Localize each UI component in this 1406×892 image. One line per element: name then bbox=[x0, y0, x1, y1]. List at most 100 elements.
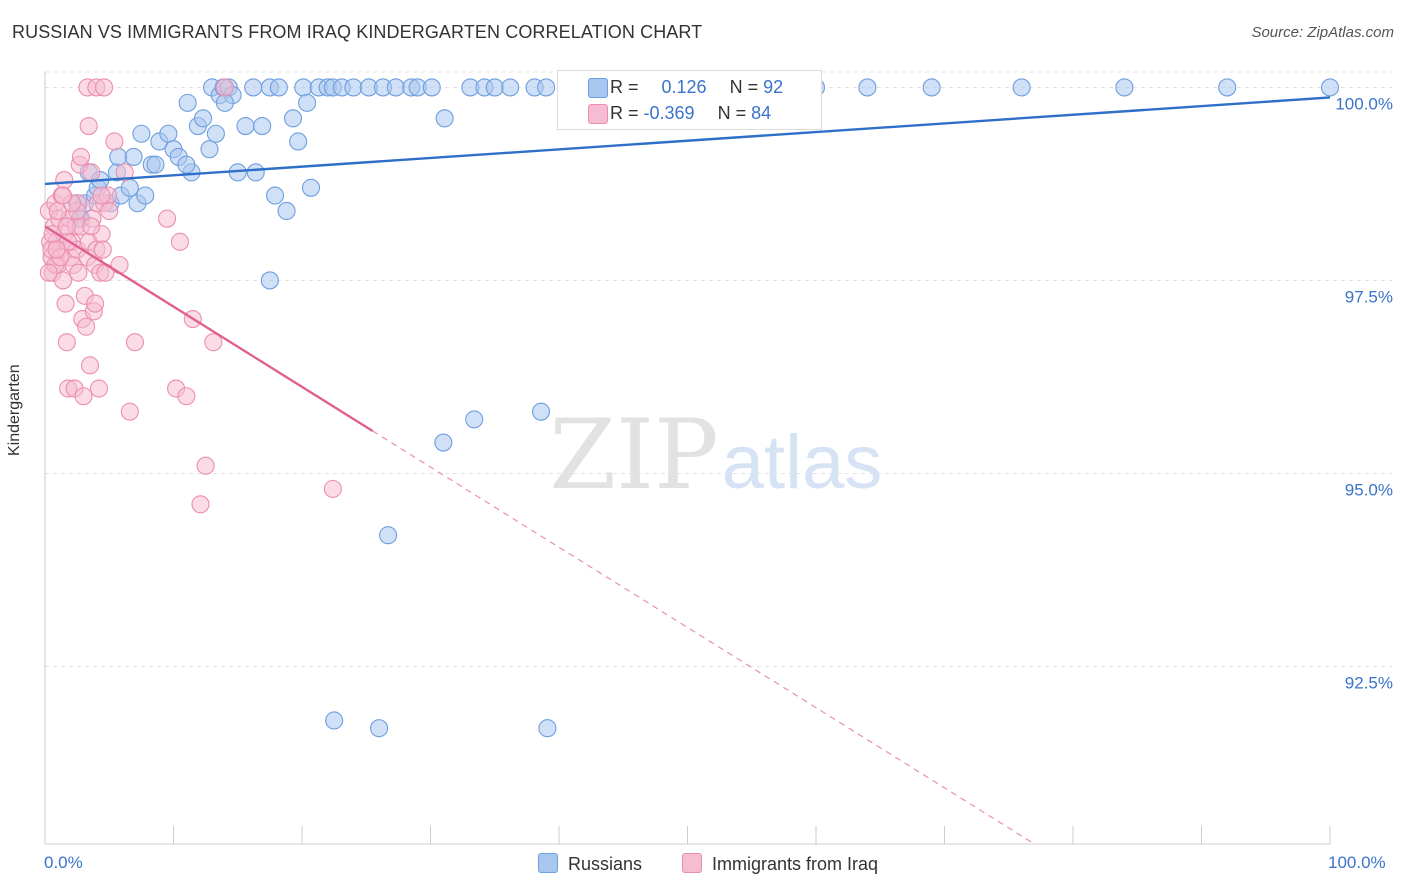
legend-swatch-blue bbox=[588, 78, 608, 98]
russians-point bbox=[120, 178, 139, 197]
trend-lines bbox=[44, 96, 1331, 845]
russians-point bbox=[422, 78, 441, 97]
chart-source: Source: ZipAtlas.com bbox=[1251, 24, 1394, 41]
legend-swatch-pink bbox=[588, 104, 608, 124]
iraq-point bbox=[82, 163, 101, 182]
iraq-point bbox=[323, 479, 342, 498]
russians-point bbox=[200, 140, 219, 159]
iraq-point bbox=[57, 333, 76, 352]
gridlines bbox=[45, 71, 1392, 667]
iraq-point bbox=[71, 147, 91, 166]
y-axis-label: Kindergarten bbox=[6, 364, 23, 456]
iraq-point bbox=[125, 333, 144, 352]
russians-point bbox=[344, 78, 363, 97]
russians-point bbox=[260, 271, 279, 290]
russians-point bbox=[370, 719, 389, 738]
russians-point bbox=[301, 178, 321, 197]
russians-point bbox=[136, 186, 155, 205]
russians-point bbox=[159, 124, 178, 143]
russians-point bbox=[1218, 78, 1237, 97]
iraq-point bbox=[215, 78, 234, 97]
legend-n-value: 84 bbox=[751, 103, 772, 123]
russians-point bbox=[246, 163, 265, 182]
iraq-point bbox=[105, 132, 124, 151]
legend-r-value: 0.126 bbox=[661, 77, 707, 97]
iraq-point bbox=[95, 78, 114, 97]
x-tick-label-min: 0.0% bbox=[44, 853, 83, 872]
iraq-point bbox=[93, 240, 112, 259]
russians-point bbox=[434, 433, 453, 452]
russians-point bbox=[294, 78, 313, 97]
russians-point bbox=[178, 93, 197, 112]
russians-point bbox=[1012, 78, 1031, 97]
legend-n-label: N = bbox=[717, 103, 752, 123]
iraq-point bbox=[56, 294, 75, 313]
iraq-point bbox=[191, 495, 210, 514]
iraq-point bbox=[74, 387, 93, 406]
watermark-zip: ZIP bbox=[549, 399, 718, 511]
russians-point bbox=[194, 109, 213, 128]
legend-swatch-russians bbox=[538, 853, 558, 873]
iraq-point bbox=[69, 263, 88, 282]
iraq-point bbox=[100, 201, 119, 221]
stats-legend: R = 0.126 N = 92 R = -0.369 N = 84 bbox=[557, 70, 822, 130]
russians-point bbox=[215, 93, 234, 112]
russians-point bbox=[177, 155, 196, 174]
russians-point bbox=[325, 711, 344, 730]
russians-point bbox=[236, 116, 255, 136]
russians-point bbox=[465, 410, 484, 429]
russians-point bbox=[485, 78, 504, 97]
russians-point bbox=[858, 78, 877, 97]
legend-r-label: R = bbox=[610, 77, 644, 97]
iraq-point bbox=[47, 240, 66, 259]
iraq-point bbox=[110, 255, 129, 275]
iraq-point bbox=[79, 116, 98, 136]
russians-point bbox=[265, 186, 285, 205]
iraq-point bbox=[158, 209, 177, 228]
russians-point bbox=[386, 78, 405, 97]
iraq-point bbox=[177, 387, 196, 406]
y-tick-labels: 92.5% 95.0% 97.5% 100.0% bbox=[1335, 94, 1393, 692]
y-tick-label: 97.5% bbox=[1345, 287, 1393, 306]
legend-swatch-iraq bbox=[682, 853, 702, 873]
legend-item-iraq[interactable]: Immigrants from Iraq bbox=[682, 853, 878, 875]
chart-title: RUSSIAN VS IMMIGRANTS FROM IRAQ KINDERGA… bbox=[12, 22, 703, 42]
russians-point bbox=[283, 109, 303, 128]
russians-point bbox=[531, 402, 551, 421]
iraq-point bbox=[86, 294, 105, 313]
russians-point bbox=[124, 147, 143, 166]
iraq-point bbox=[53, 186, 73, 205]
iraq-trend-extension bbox=[372, 430, 1035, 845]
russians-point bbox=[1115, 78, 1134, 97]
iraq-point bbox=[120, 402, 139, 421]
series-legend: Russians Immigrants from Iraq bbox=[0, 853, 1406, 877]
iraq-point bbox=[196, 456, 215, 475]
russians-point bbox=[379, 526, 398, 545]
y-tick-label: 100.0% bbox=[1335, 94, 1393, 113]
iraq-point bbox=[53, 271, 73, 290]
legend-label-iraq: Immigrants from Iraq bbox=[712, 854, 879, 874]
legend-item-russians[interactable]: Russians bbox=[538, 853, 642, 875]
russians-point bbox=[435, 109, 454, 128]
russians-point bbox=[537, 78, 556, 97]
legend-row-iraq: R = -0.369 N = 84 bbox=[588, 101, 772, 125]
y-tick-label: 92.5% bbox=[1345, 673, 1393, 692]
russians-point bbox=[146, 155, 165, 174]
legend-row-russians: R = 0.126 N = 92 bbox=[588, 75, 783, 99]
iraq-trend-line bbox=[44, 225, 374, 432]
russians-point bbox=[109, 147, 128, 166]
iraq-point bbox=[170, 232, 189, 251]
iraq-point bbox=[39, 263, 58, 282]
y-tick-label: 95.0% bbox=[1345, 480, 1393, 499]
axes bbox=[44, 72, 1331, 845]
russians-point bbox=[132, 124, 151, 143]
russians-point bbox=[922, 78, 941, 97]
iraq-point bbox=[55, 171, 74, 190]
legend-r-value: -0.369 bbox=[643, 103, 695, 123]
russians-point bbox=[501, 78, 520, 97]
russians-point bbox=[289, 132, 308, 151]
russians-trend-line bbox=[44, 96, 1331, 186]
russians-point bbox=[1320, 78, 1340, 97]
iraq-point bbox=[80, 356, 100, 375]
